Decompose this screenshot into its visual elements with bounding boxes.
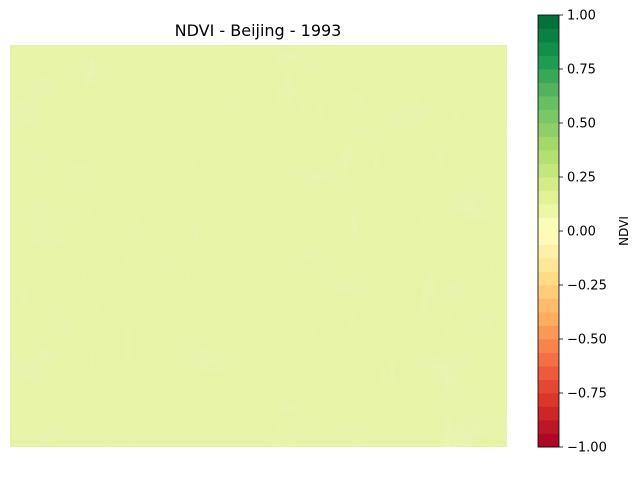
colorbar: 1.00 0.75 0.50 0.25 0.00 −0.25 −0.50 −0.75 −1.00… — [537, 9, 631, 456]
colorbar-level-23 — [538, 123, 559, 137]
chart-title: NDVI - Beijing - 1993 — [175, 21, 342, 40]
colorbar-level-20 — [538, 163, 559, 178]
colorbar-tick-label: 1.00 — [567, 9, 596, 24]
colorbar-level-29 — [538, 42, 559, 56]
colorbar-segments — [538, 15, 559, 448]
colorbar-level-12 — [538, 271, 559, 286]
colorbar-level-16 — [538, 217, 559, 232]
colorbar-level-11 — [538, 285, 559, 299]
colorbar-tick-label: −0.50 — [567, 333, 607, 348]
colorbar-level-8 — [538, 325, 559, 340]
colorbar-level-24 — [538, 109, 559, 124]
colorbar-label: NDVI — [617, 216, 631, 246]
colorbar-level-0 — [538, 433, 559, 448]
colorbar-level-22 — [538, 136, 559, 151]
colorbar-tick-label: 0.25 — [567, 171, 596, 186]
colorbar-level-17 — [538, 204, 559, 218]
colorbar-level-5 — [538, 366, 559, 380]
colorbar-level-9 — [538, 312, 559, 326]
colorbar-level-19 — [538, 177, 559, 191]
colorbar-level-1 — [538, 420, 559, 434]
colorbar-level-2 — [538, 406, 559, 421]
colorbar-level-25 — [538, 96, 559, 110]
colorbar-level-27 — [538, 69, 559, 83]
colorbar-level-18 — [538, 190, 559, 205]
colorbar-level-31 — [538, 15, 559, 29]
ndvi-map — [10, 45, 507, 447]
colorbar-level-6 — [538, 352, 559, 367]
colorbar-tick-label: −1.00 — [567, 441, 607, 456]
colorbar-level-14 — [538, 244, 559, 259]
colorbar-tick-label: −0.25 — [567, 279, 607, 294]
ndvi-raster-bright-streaks — [10, 45, 507, 447]
colorbar-ticks: 1.00 0.75 0.50 0.25 0.00 −0.25 −0.50 −0.75 −1.00 — [559, 9, 607, 456]
colorbar-level-28 — [538, 55, 559, 70]
colorbar-level-7 — [538, 339, 559, 353]
colorbar-level-10 — [538, 298, 559, 313]
colorbar-tick-label: 0.50 — [567, 117, 596, 132]
colorbar-level-3 — [538, 393, 559, 407]
colorbar-level-26 — [538, 82, 559, 97]
colorbar-tick-label: 0.75 — [567, 63, 596, 78]
colorbar-level-30 — [538, 28, 559, 43]
colorbar-tick-label: 0.00 — [567, 225, 596, 240]
colorbar-level-4 — [538, 379, 559, 394]
colorbar-level-21 — [538, 150, 559, 164]
colorbar-level-13 — [538, 258, 559, 272]
colorbar-level-15 — [538, 231, 559, 245]
colorbar-tick-label: −0.75 — [567, 387, 607, 402]
